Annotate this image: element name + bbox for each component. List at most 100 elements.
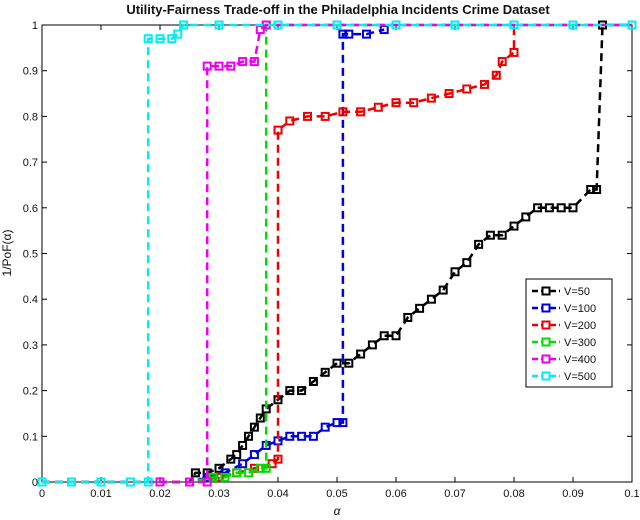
legend-swatch-marker	[541, 337, 551, 347]
data-point	[533, 203, 543, 213]
data-point	[491, 70, 501, 80]
data-point	[627, 20, 637, 30]
data-point	[356, 349, 366, 359]
data-point	[190, 468, 200, 478]
legend-swatch-marker	[541, 286, 551, 296]
data-point	[297, 431, 307, 441]
data-point	[167, 34, 177, 44]
data-point	[238, 57, 248, 67]
data-point	[338, 418, 348, 428]
data-point	[320, 111, 330, 121]
legend-label: V=100	[564, 303, 596, 315]
y-tick-label: 0.4	[23, 294, 38, 306]
data-point	[126, 477, 135, 487]
data-point	[556, 203, 566, 213]
legend-label: V=200	[564, 320, 596, 332]
x-tick-label: 0.04	[267, 488, 288, 500]
data-point	[497, 230, 507, 240]
data-point	[379, 331, 389, 341]
data-point	[403, 312, 413, 322]
data-point	[391, 331, 401, 341]
data-point	[332, 20, 342, 30]
data-point	[391, 20, 401, 30]
series-V=500	[37, 20, 637, 487]
y-tick-label: 0.1	[23, 431, 38, 443]
x-tick-label: 0.1	[624, 488, 639, 500]
data-point	[96, 477, 106, 487]
data-point	[426, 294, 436, 304]
data-point	[521, 212, 531, 222]
data-point	[362, 29, 371, 39]
data-point	[226, 454, 236, 464]
data-point	[320, 367, 330, 377]
data-point	[244, 468, 253, 478]
data-point	[480, 79, 489, 89]
data-point	[244, 431, 253, 441]
y-tick-label: 1	[32, 20, 38, 32]
data-point	[214, 463, 224, 473]
legend-swatch-marker	[541, 371, 551, 381]
y-axis-label: 1/PoF(α)	[0, 230, 14, 277]
data-point	[179, 20, 189, 30]
data-point	[155, 477, 165, 487]
data-point	[462, 258, 472, 268]
data-point	[438, 285, 448, 295]
data-point	[285, 386, 295, 396]
data-point	[67, 477, 76, 487]
data-point	[586, 185, 596, 195]
data-point	[308, 376, 318, 386]
data-point	[509, 20, 519, 30]
data-point	[450, 20, 460, 30]
x-tick-label: 0.05	[326, 488, 347, 500]
data-point	[273, 454, 283, 464]
data-point	[261, 463, 271, 473]
legend-swatch-marker	[541, 303, 551, 313]
data-point	[409, 98, 419, 108]
data-point	[568, 20, 578, 30]
data-point	[202, 477, 212, 487]
data-point	[344, 358, 354, 368]
y-tick-label: 0.6	[23, 203, 38, 215]
data-point	[509, 221, 519, 231]
data-point	[255, 463, 265, 473]
y-axis: 0 0.1 0.2 0.3 0.4 0.5 0.6 0.7 0.8 0.9 1	[23, 20, 632, 489]
data-point	[415, 303, 425, 313]
legend-box	[525, 278, 613, 388]
chart-title: Utility-Fairness Trade-off in the Philad…	[126, 2, 550, 17]
data-point	[450, 267, 460, 277]
data-point	[332, 358, 342, 368]
x-tick-label: 0.02	[149, 488, 170, 500]
legend: V=50 V=100 V=200 V=300 V=400 V=500	[525, 278, 613, 388]
x-tick-label: 0	[39, 488, 45, 500]
data-point	[297, 386, 307, 396]
legend-item: V=200	[532, 320, 596, 332]
x-axis-label: α	[334, 504, 342, 518]
data-point	[285, 431, 295, 441]
data-point	[143, 34, 153, 44]
series-layer	[37, 20, 637, 487]
data-point	[37, 477, 47, 487]
x-tick-label: 0.03	[208, 488, 229, 500]
data-point	[249, 450, 259, 460]
x-tick-label: 0.01	[90, 488, 111, 500]
legend-item: V=500	[532, 371, 596, 383]
data-point	[338, 107, 348, 117]
y-tick-label: 0.9	[23, 66, 38, 78]
data-point	[391, 98, 401, 108]
legend-item: V=100	[532, 303, 596, 315]
y-tick-label: 0.2	[23, 386, 38, 398]
data-point	[220, 472, 230, 482]
data-point	[214, 20, 224, 30]
data-point	[232, 450, 242, 460]
data-point	[474, 239, 484, 249]
data-point	[173, 29, 183, 39]
data-point	[485, 230, 495, 240]
data-point	[344, 29, 354, 39]
data-point	[426, 93, 436, 103]
y-tick-label: 0	[32, 477, 38, 489]
data-point	[143, 477, 153, 487]
data-point	[356, 107, 366, 117]
x-tick-label: 0.09	[562, 488, 583, 500]
data-point	[462, 84, 472, 94]
